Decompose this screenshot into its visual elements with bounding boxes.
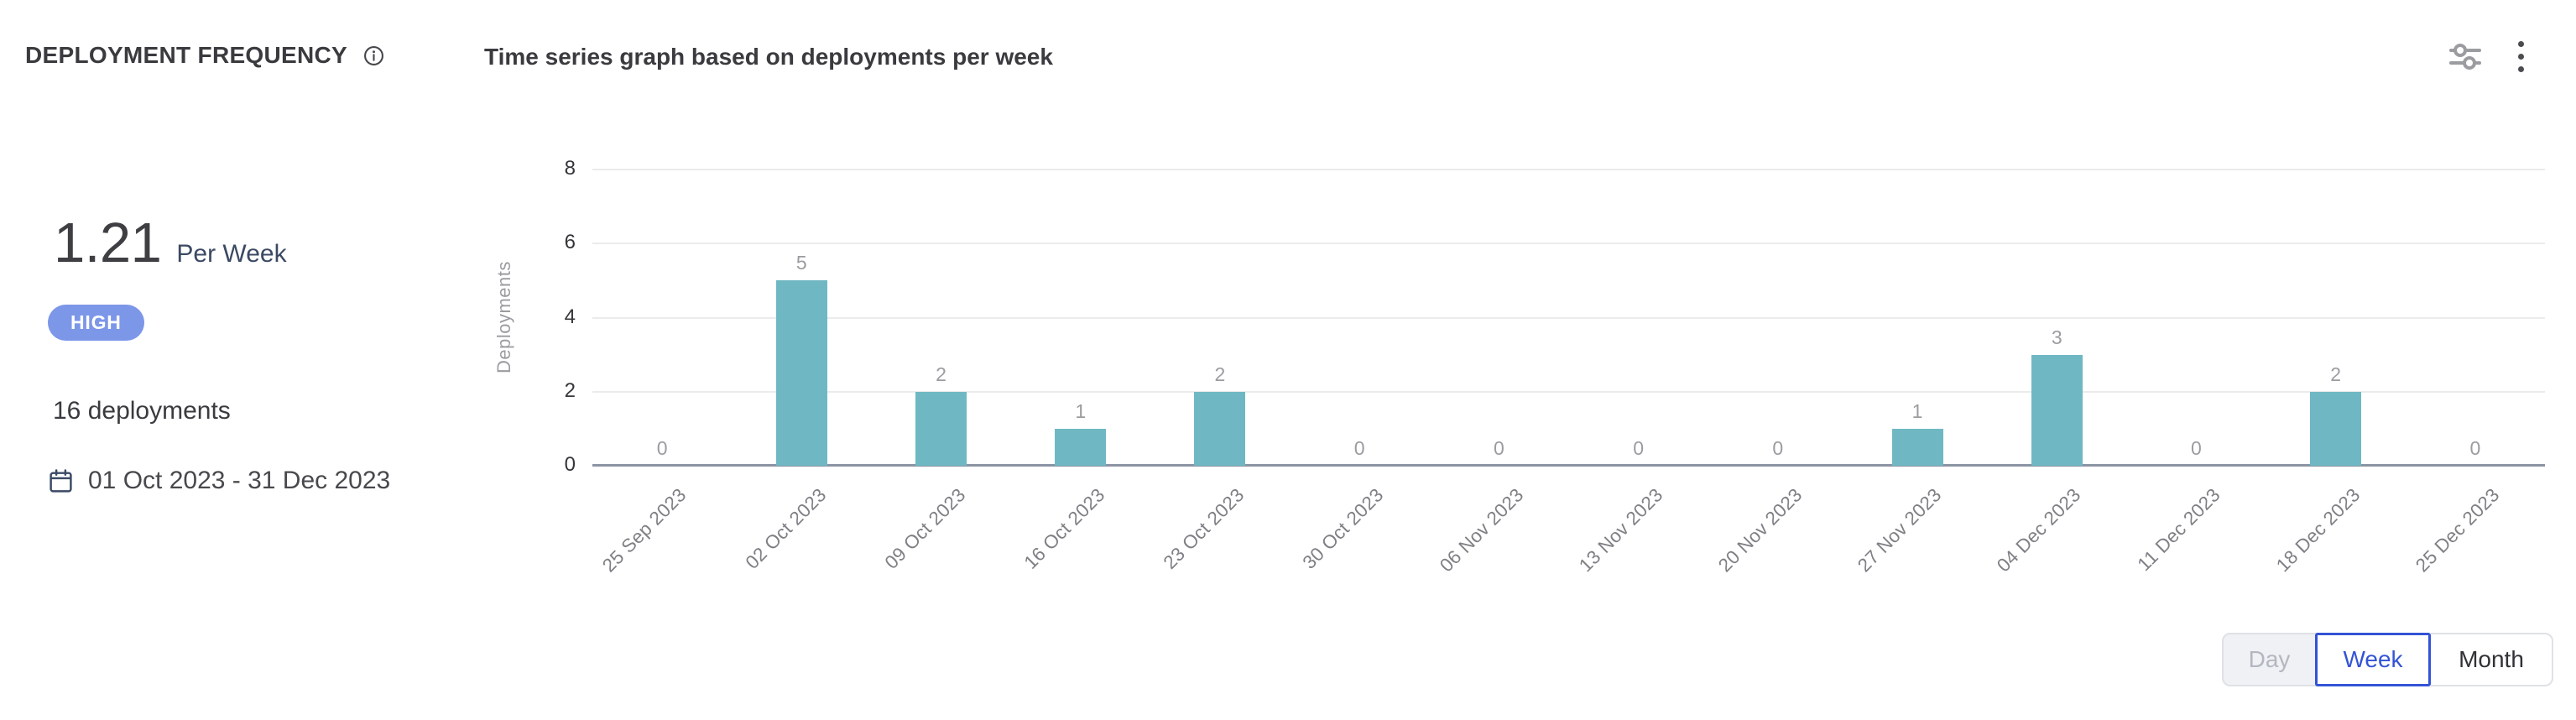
x-tick-label: 11 Dec 2023 [2133, 484, 2225, 576]
bar[interactable] [915, 391, 967, 466]
bar-value-label: 0 [2469, 437, 2481, 459]
x-tick-label: 25 Dec 2023 [2412, 484, 2504, 577]
x-tick-label: 09 Oct 2023 [880, 484, 970, 573]
bar-value-label: 2 [2330, 363, 2342, 385]
calendar-icon [50, 468, 72, 493]
chart-title: Time series graph based on deployments p… [484, 44, 1053, 70]
granularity-day-button[interactable]: Day [2222, 633, 2317, 686]
bar-value-label: 1 [1911, 399, 1923, 422]
bar[interactable] [1194, 391, 1246, 466]
bar[interactable] [1055, 428, 1107, 466]
kebab-menu-icon[interactable] [2504, 35, 2537, 77]
gridline [592, 243, 2545, 245]
bar-value-label: 3 [2051, 326, 2062, 348]
date-range-row: 01 Oct 2023 - 31 Dec 2023 [48, 467, 390, 495]
y-tick-label: 2 [564, 378, 576, 402]
bar[interactable] [1891, 428, 1943, 466]
panel-header: DEPLOYMENT FREQUENCY [25, 41, 384, 70]
bar-value-label: 0 [2191, 437, 2202, 459]
x-tick-label: 18 Dec 2023 [2271, 484, 2365, 577]
bar[interactable] [775, 280, 827, 466]
y-tick-label: 8 [564, 157, 576, 180]
deployment-count: 16 deployments [53, 397, 231, 425]
bar-value-label: 2 [1214, 363, 1226, 385]
x-axis-line [592, 464, 2545, 467]
metric: 1.21 Per Week [54, 214, 287, 273]
y-tick-label: 4 [564, 305, 576, 328]
bar-value-label: 0 [656, 437, 668, 459]
bar-value-label: 0 [1633, 437, 1644, 459]
info-icon[interactable] [362, 44, 384, 66]
sliders-icon[interactable] [2443, 37, 2487, 76]
bar-value-label: 0 [1353, 437, 1365, 459]
bar-value-label: 5 [795, 252, 807, 274]
info-icon-glyph [363, 45, 383, 65]
date-range: 01 Oct 2023 - 31 Dec 2023 [88, 467, 391, 494]
panel-title: DEPLOYMENT FREQUENCY [25, 42, 348, 68]
bar[interactable] [2031, 354, 2083, 466]
x-tick-label: 27 Nov 2023 [1854, 484, 1946, 577]
bar[interactable] [2310, 391, 2362, 466]
gridline [592, 390, 2545, 393]
sliders-icon-glyph [2449, 44, 2481, 70]
x-tick-label: 06 Nov 2023 [1435, 484, 1528, 577]
y-axis-title: Deployments [493, 261, 514, 374]
x-tick-label: 30 Oct 2023 [1298, 484, 1388, 573]
bar-value-label: 1 [1075, 399, 1087, 422]
granularity-week-button[interactable]: Week [2315, 633, 2431, 686]
x-tick-label: 20 Nov 2023 [1714, 484, 1807, 577]
bar-value-label: 0 [1493, 437, 1504, 459]
metric-unit: Per Week [176, 240, 287, 268]
x-tick-label: 04 Dec 2023 [1993, 484, 2085, 577]
kebab-dots [2517, 40, 2524, 72]
granularity-control: Day Week Month [2222, 633, 2553, 686]
y-tick-label: 6 [564, 231, 576, 254]
status-badge: HIGH [48, 305, 144, 341]
x-tick-label: 23 Oct 2023 [1159, 484, 1249, 573]
granularity-month-button[interactable]: Month [2431, 633, 2553, 686]
plot-area: Deployments 0 2 4 6 8 0 25 Sep 2023 5 02 Oct 202… [493, 157, 2545, 576]
x-tick-label: 02 Oct 2023 [741, 484, 831, 573]
gridline [592, 316, 2545, 319]
x-tick-label: 25 Sep 2023 [598, 484, 691, 577]
x-tick-label: 16 Oct 2023 [1019, 484, 1109, 573]
y-tick-label: 0 [564, 453, 576, 476]
bar-value-label: 0 [1772, 437, 1784, 459]
x-tick-label: 13 Nov 2023 [1574, 484, 1667, 577]
bar-value-label: 2 [936, 363, 946, 385]
metric-value: 1.21 [54, 211, 162, 274]
gridline [592, 169, 2545, 170]
